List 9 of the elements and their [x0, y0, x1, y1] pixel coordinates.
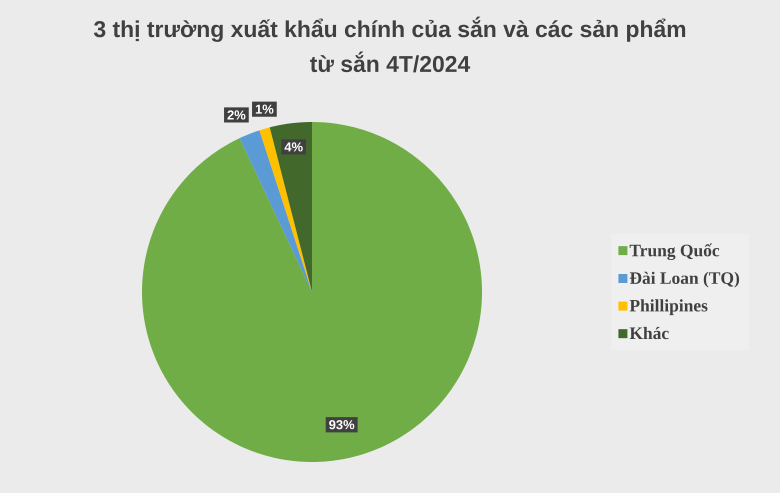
chart-title: 3 thị trường xuất khẩu chính của sắn và các sản phẩm từ sắn 4T/2024 — [94, 16, 686, 72]
legend-label: Trung Quốc — [630, 244, 720, 260]
data-label: 4% — [284, 142, 303, 152]
data-label: 93% — [329, 420, 354, 430]
data-label: 2% — [228, 110, 246, 120]
data-label: 1% — [256, 104, 274, 114]
legend-label: Khác — [630, 326, 669, 340]
legend-label: Đài Loan (TQ) — [630, 272, 740, 288]
legend-label: Phillipines — [630, 299, 708, 316]
